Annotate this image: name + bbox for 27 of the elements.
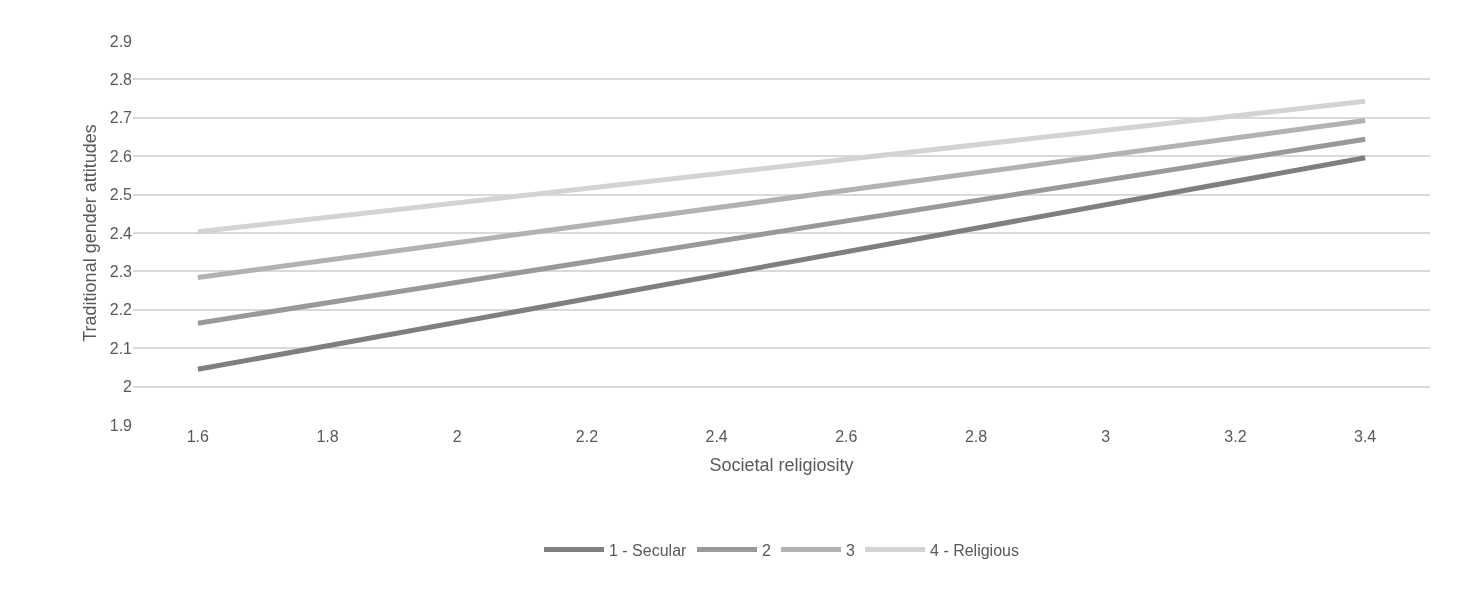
y-tick-label: 2.8 (109, 71, 133, 88)
x-tick-label: 2.2 (575, 428, 599, 445)
y-tick-label: 2.4 (109, 224, 133, 242)
x-tick-label: 3 (1101, 428, 1111, 445)
y-tick-label: 1.9 (109, 416, 133, 434)
x-tick-label: 2.8 (964, 428, 988, 445)
x-tick-label: 1.8 (316, 428, 339, 445)
x-tick-label: 2.6 (835, 428, 858, 445)
y-tick-label: 2.2 (109, 301, 133, 319)
x-tick-label: 3.2 (1224, 428, 1247, 445)
y-axis-title: Traditional gender attitudes (79, 124, 100, 342)
x-axis-title: Societal religiosity (709, 455, 854, 476)
y-tick-label: 2.3 (109, 263, 133, 280)
x-tick-label: 1.6 (186, 428, 210, 445)
y-tick-label: 2 (123, 378, 133, 396)
x-tick-label: 3.4 (1354, 428, 1377, 445)
legend-label: 3 (846, 541, 856, 559)
legend-label: 1 - Secular (609, 541, 688, 559)
legend-label: 2 (762, 541, 772, 559)
legend-label: 4 - Religious (930, 541, 1019, 559)
y-tick-label: 2.9 (109, 32, 133, 50)
y-tick-label: 2.5 (109, 186, 133, 204)
x-tick-label: 2.4 (705, 428, 728, 445)
x-tick-label: 2 (452, 428, 462, 445)
y-tick-label: 2.7 (109, 109, 133, 127)
y-tick-label: 2.1 (109, 339, 133, 357)
y-tick-label: 2.6 (109, 147, 133, 165)
